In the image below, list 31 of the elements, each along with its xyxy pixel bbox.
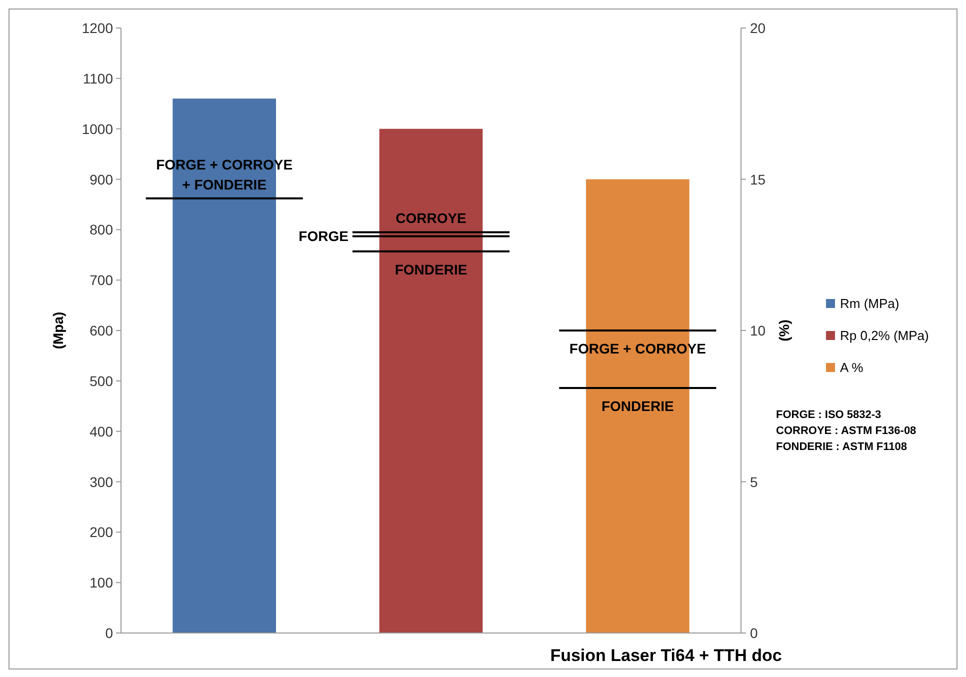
- y2-tick-label: 20: [750, 20, 766, 36]
- y-tick-label: 900: [90, 171, 114, 188]
- y-tick-label: 800: [90, 222, 114, 238]
- y-tick-label: 300: [90, 474, 114, 490]
- ref-line-label: CORROYE: [396, 210, 466, 226]
- legend-label: Rm (MPa): [840, 296, 900, 311]
- y-tick-label: 400: [90, 423, 114, 440]
- text: FONDERIE : ASTM F1108: [776, 441, 908, 453]
- y-tick-label: 0: [105, 625, 114, 641]
- ref-line-label: FONDERIE: [601, 398, 674, 414]
- ref-line-label: FORGE: [298, 228, 348, 244]
- y-tick-label: 1200: [82, 20, 114, 36]
- ref-line-label: FONDERIE: [394, 261, 468, 278]
- y-tick-label: 600: [90, 322, 114, 338]
- y-tick-label: 500: [90, 372, 114, 389]
- y2-axis-title: (%): [776, 320, 792, 342]
- text: FORGE : ISO 5832-3: [776, 409, 882, 421]
- x-axis-title: Fusion Laser Ti64 + TTH doc: [550, 646, 782, 665]
- y-axis-title: (Mpa): [50, 312, 66, 350]
- y2-tick-label: 15: [750, 171, 766, 188]
- y2-tick-label: 5: [750, 474, 758, 490]
- y-tick-label: 700: [90, 272, 114, 288]
- legend-label: A %: [840, 360, 864, 375]
- y2-tick-label: 10: [750, 322, 766, 338]
- text: CORROYE : ASTM F136-08: [776, 425, 916, 437]
- y-tick-label: 200: [90, 524, 114, 540]
- y-tick-label: 1000: [82, 120, 114, 137]
- y2-tick-label: 0: [750, 625, 758, 641]
- y-tick-label: 100: [90, 574, 114, 591]
- legend-label: Rp 0,2% (MPa): [840, 328, 929, 343]
- y-tick-label: 1100: [82, 70, 114, 86]
